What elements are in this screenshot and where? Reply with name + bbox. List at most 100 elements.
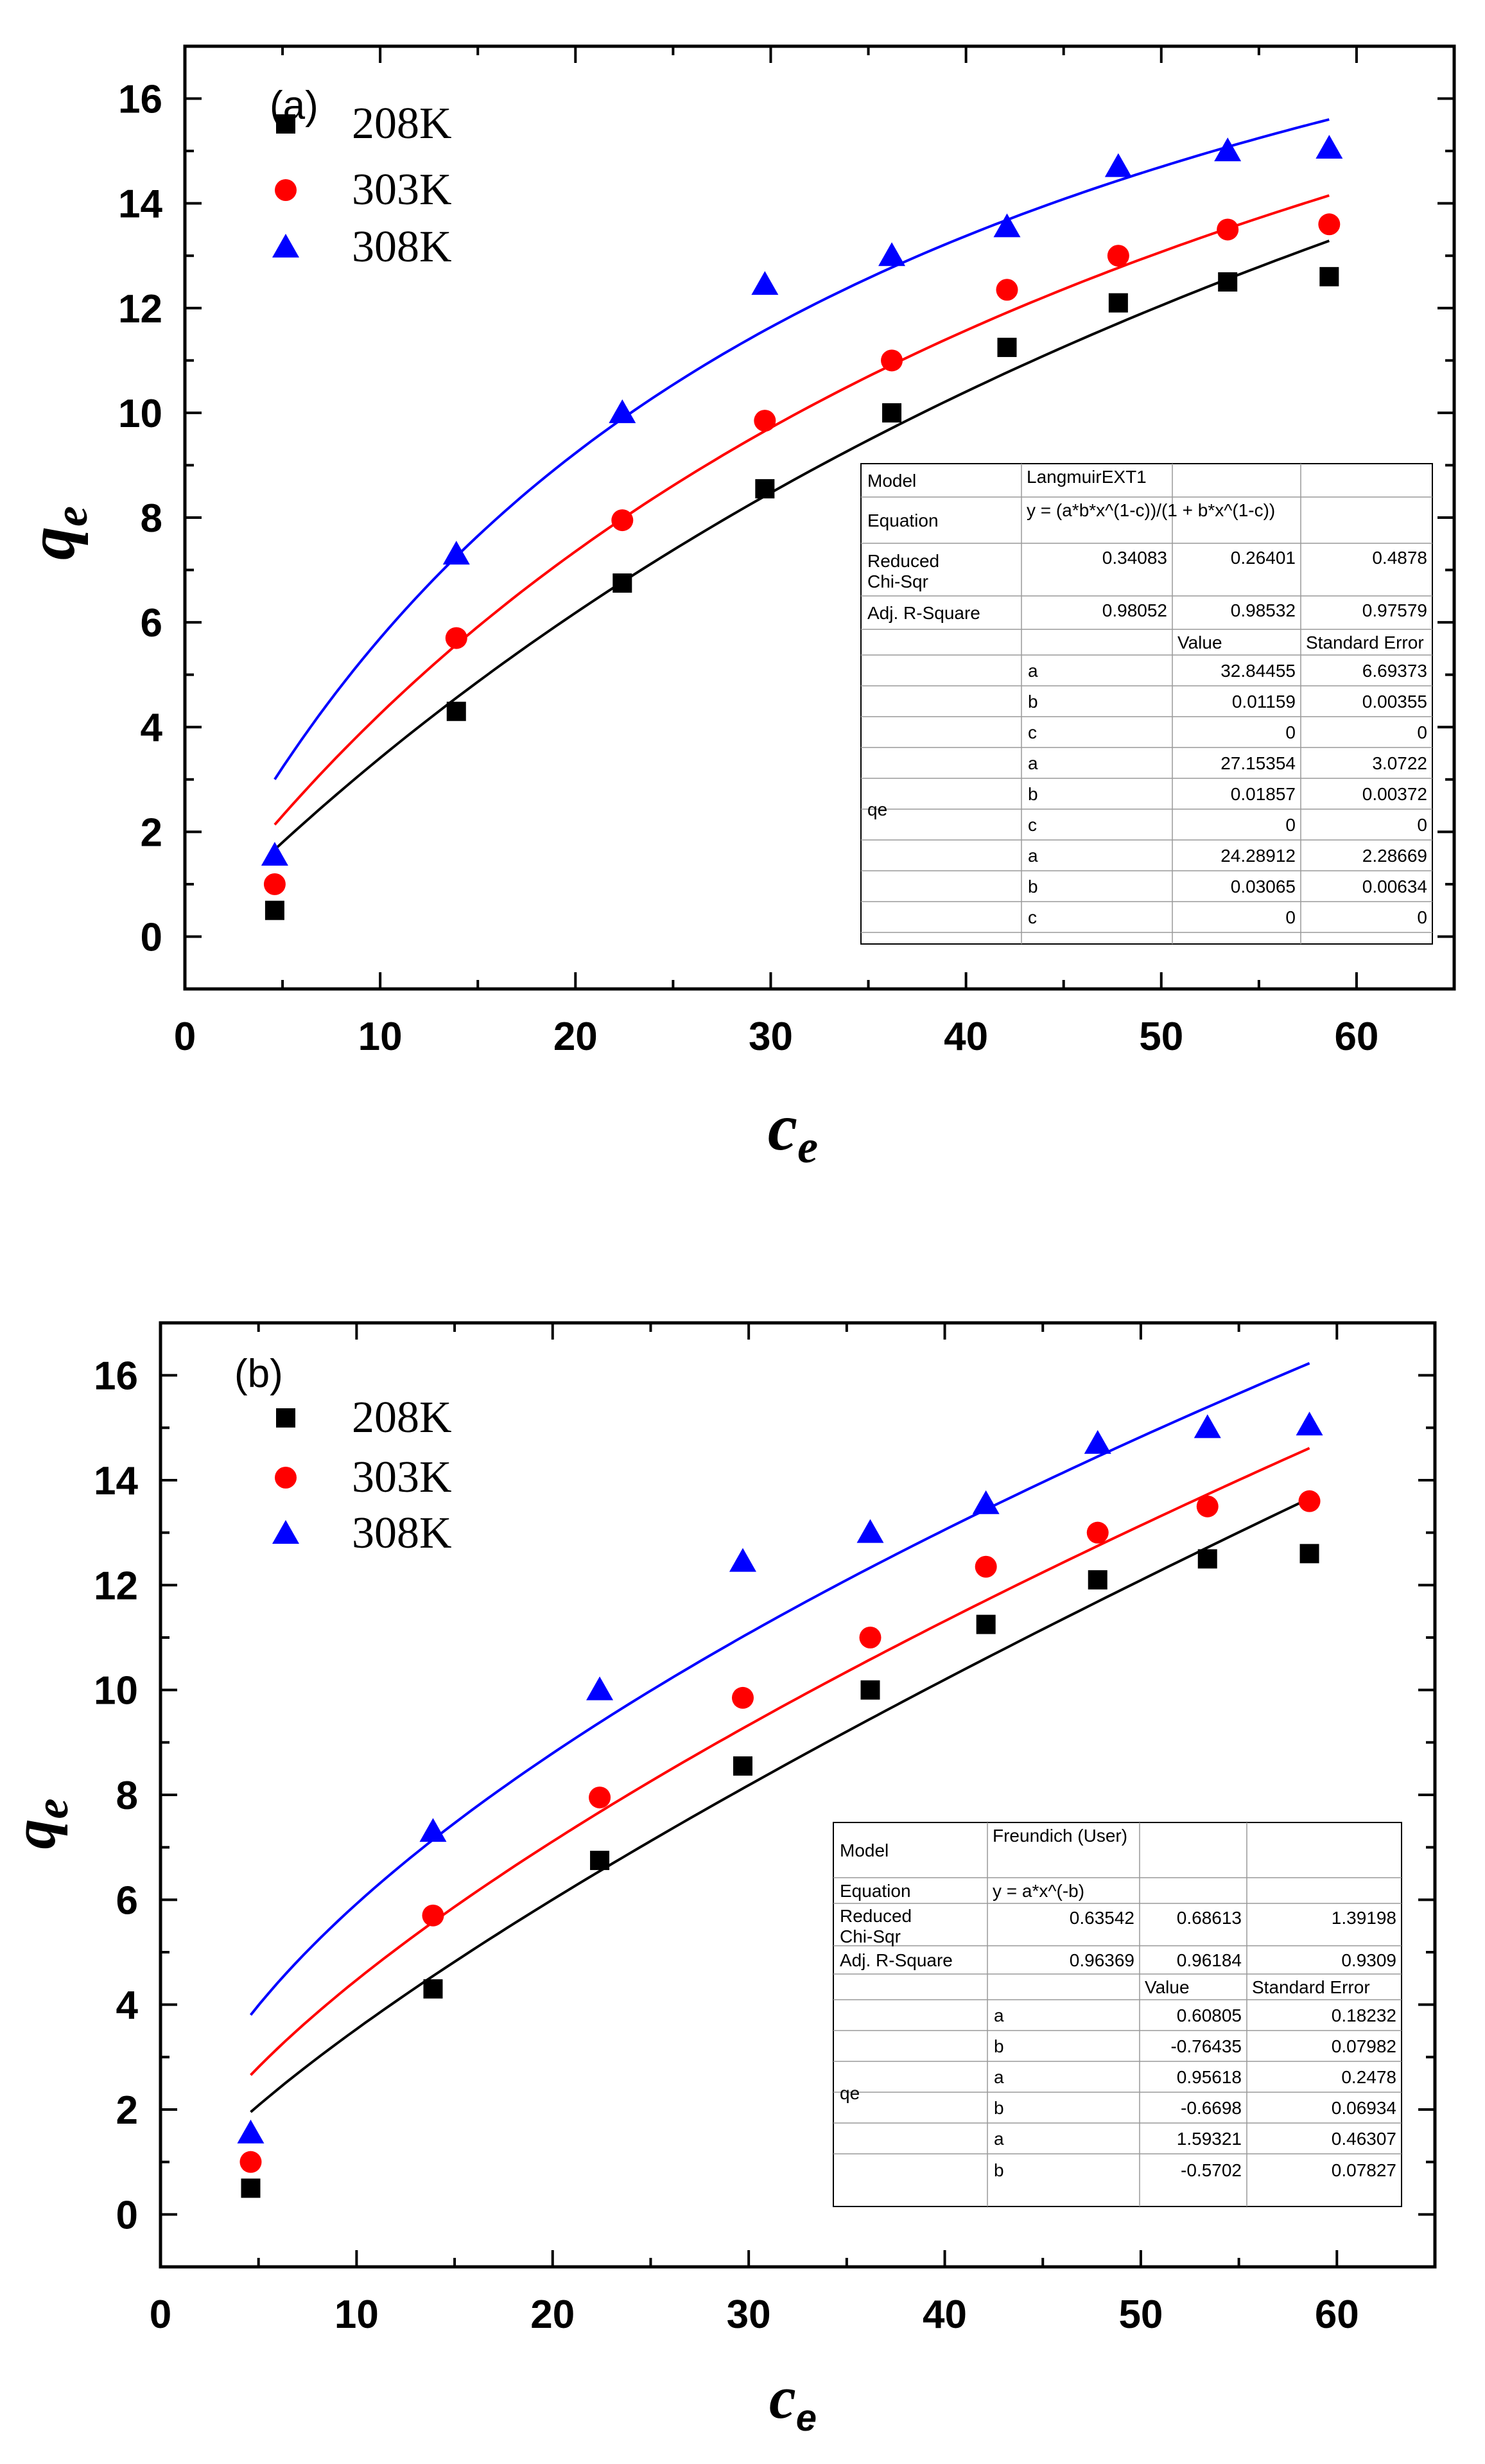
fit-table-value: 0.34083 bbox=[1102, 548, 1167, 568]
fit-table-value: 32.84455 bbox=[1220, 661, 1296, 681]
fit-table-header: Value bbox=[1145, 1977, 1190, 1997]
fit-table-value: 3.0722 bbox=[1372, 753, 1427, 773]
x-tick-label: 50 bbox=[1139, 1015, 1183, 1059]
fit-table-value: 0.96369 bbox=[1070, 1950, 1134, 1970]
y-tick-label: 14 bbox=[118, 182, 162, 227]
data-point-208K bbox=[1299, 1544, 1319, 1564]
fit-table-value: 0.01857 bbox=[1231, 784, 1296, 804]
data-point-208K bbox=[1319, 266, 1339, 286]
fit-table-param: a bbox=[1028, 661, 1038, 681]
y-tick-label: 6 bbox=[116, 1878, 138, 1923]
fit-table-value: 0 bbox=[1417, 815, 1427, 835]
fit-table-label: Model bbox=[867, 471, 916, 491]
fit-table-value: 6.69373 bbox=[1362, 661, 1427, 681]
fit-table-value: 0.03065 bbox=[1231, 877, 1296, 896]
data-point-303K bbox=[1086, 1521, 1109, 1544]
data-point-208K bbox=[590, 1851, 610, 1871]
y-tick-label: 0 bbox=[141, 915, 162, 959]
x-axis-title-main: c bbox=[769, 2364, 796, 2431]
legend-label: 308K bbox=[352, 1508, 452, 1558]
data-point-308K bbox=[972, 1490, 1000, 1514]
x-tick-label: 30 bbox=[749, 1015, 793, 1059]
data-point-308K bbox=[878, 242, 906, 266]
fit-table-value: 24.28912 bbox=[1220, 846, 1296, 866]
x-axis-title-sub: e bbox=[797, 1121, 818, 1173]
x-tick-label: 0 bbox=[174, 1015, 196, 1059]
fit-table-value: 0.46307 bbox=[1332, 2129, 1396, 2149]
x-axis-title-main: c bbox=[768, 1090, 797, 1164]
legend-marker-208K bbox=[276, 114, 295, 134]
fit-table-param: b bbox=[994, 2160, 1004, 2180]
fit-table-text: LangmuirEXT1 bbox=[1027, 467, 1147, 487]
fit-table-value: 0 bbox=[1285, 722, 1296, 742]
data-point-303K bbox=[611, 509, 634, 532]
data-point-308K bbox=[1296, 1411, 1323, 1436]
data-point-303K bbox=[1318, 213, 1341, 236]
data-point-308K bbox=[1084, 1429, 1111, 1454]
y-tick-label: 4 bbox=[116, 1984, 139, 2028]
fit-table-value: 0.07982 bbox=[1332, 2036, 1396, 2056]
fit-line-308K bbox=[249, 1362, 1310, 2016]
x-tick-label: 10 bbox=[334, 2293, 379, 2337]
data-point-308K bbox=[856, 1519, 884, 1543]
x-tick-label: 50 bbox=[1118, 2293, 1163, 2337]
fit-table-label: Chi-Sqr bbox=[867, 572, 928, 591]
x-tick-label: 30 bbox=[727, 2293, 771, 2337]
fit-table-value: 27.15354 bbox=[1220, 753, 1296, 773]
fit-table-label: Reduced bbox=[840, 1906, 912, 1926]
fit-table-param: c bbox=[1028, 907, 1037, 927]
data-point-308K bbox=[729, 1548, 756, 1572]
fit-table-value: 0.00372 bbox=[1362, 784, 1427, 804]
data-point-208K bbox=[265, 900, 284, 920]
fit-table-value: 0.63542 bbox=[1070, 1908, 1134, 1928]
fit-table-value: 0 bbox=[1417, 722, 1427, 742]
x-tick-label: 20 bbox=[553, 1015, 598, 1059]
x-tick-label: 40 bbox=[944, 1015, 988, 1059]
legend-label: 208K bbox=[352, 99, 452, 148]
data-point-208K bbox=[1088, 1570, 1107, 1590]
fit-table-value: 1.59321 bbox=[1177, 2129, 1242, 2149]
x-tick-label: 20 bbox=[530, 2293, 575, 2337]
x-axis-title: ce bbox=[769, 2364, 817, 2439]
fit-table-label: Reduced bbox=[867, 551, 939, 571]
fit-table-value: 0.00634 bbox=[1362, 877, 1427, 896]
fit-table-value: 0.26401 bbox=[1231, 548, 1296, 568]
fit-table-value: 0.9309 bbox=[1341, 1950, 1396, 1970]
fit-table-value: 0 bbox=[1285, 907, 1296, 927]
fit-table-param: c bbox=[1028, 722, 1037, 742]
y-axis-title-main: q bbox=[15, 527, 89, 560]
fit-table-param: b bbox=[1028, 692, 1038, 712]
fit-table-param: a bbox=[994, 2129, 1004, 2149]
fit-table-label: Equation bbox=[840, 1881, 911, 1901]
data-point-303K bbox=[422, 1904, 444, 1927]
fit-table-text: y = a*x^(-b) bbox=[993, 1881, 1084, 1901]
y-tick-label: 16 bbox=[94, 1354, 138, 1399]
data-point-308K bbox=[586, 1676, 614, 1700]
data-point-303K bbox=[754, 410, 776, 432]
data-point-308K bbox=[1316, 135, 1343, 159]
fit-table-param: c bbox=[1028, 815, 1037, 835]
fit-table-value: 0.18232 bbox=[1332, 2005, 1396, 2025]
data-point-303K bbox=[445, 627, 467, 649]
data-point-303K bbox=[239, 2151, 262, 2173]
fit-table-value: 0.97579 bbox=[1362, 600, 1427, 620]
fit-table-value: 0.2478 bbox=[1341, 2067, 1396, 2087]
y-axis-title-sub: e bbox=[26, 1799, 78, 1819]
y-tick-label: 14 bbox=[94, 1459, 138, 1503]
fit-table-value: 0.98052 bbox=[1102, 600, 1167, 620]
fit-table-value: 0 bbox=[1285, 815, 1296, 835]
fit-table-value: 0.4878 bbox=[1372, 548, 1427, 568]
fit-line-303K bbox=[250, 1447, 1310, 2076]
x-axis-title: ce bbox=[768, 1090, 818, 1173]
data-point-208K bbox=[860, 1680, 880, 1700]
legend-marker-303K bbox=[275, 1467, 297, 1489]
fit-table-value: 2.28669 bbox=[1362, 846, 1427, 866]
data-point-303K bbox=[881, 349, 903, 372]
legend-label: 308K bbox=[352, 222, 452, 272]
y-tick-label: 16 bbox=[118, 78, 162, 122]
fit-table-group-label: qe bbox=[840, 2083, 860, 2103]
fit-table-param: b bbox=[1028, 784, 1038, 804]
fit-table-param: b bbox=[1028, 877, 1038, 896]
fit-table-param: a bbox=[1028, 753, 1038, 773]
